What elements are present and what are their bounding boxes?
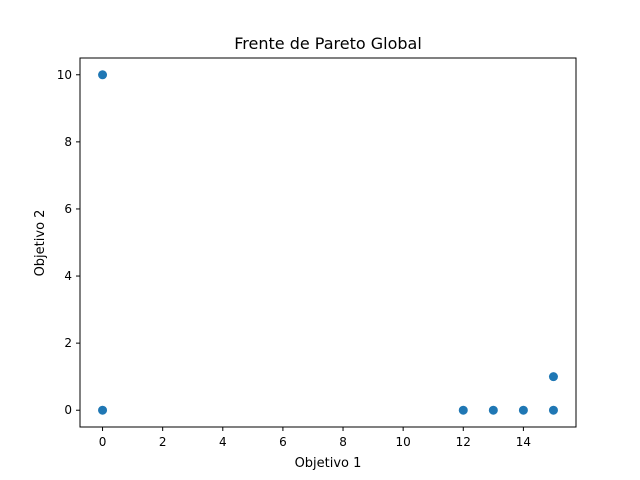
- x-tick-label: 12: [456, 435, 471, 449]
- x-tick-label: 4: [219, 435, 227, 449]
- y-tick-label: 10: [57, 68, 72, 82]
- x-tick-label: 0: [99, 435, 107, 449]
- data-point: [488, 405, 498, 415]
- x-tick-label: 2: [159, 435, 167, 449]
- plot-frame: [79, 57, 577, 428]
- y-tick-label: 0: [64, 403, 72, 417]
- x-tick-label: 14: [516, 435, 531, 449]
- data-point: [458, 405, 468, 415]
- x-tick-label: 6: [279, 435, 287, 449]
- data-point: [518, 405, 528, 415]
- y-tick-label: 4: [64, 269, 72, 283]
- data-point: [548, 405, 558, 415]
- x-tick-label: 8: [339, 435, 347, 449]
- y-tick-label: 8: [64, 135, 72, 149]
- data-point: [98, 70, 108, 80]
- data-point: [98, 405, 108, 415]
- y-tick-label: 6: [64, 202, 72, 216]
- x-tick-label: 10: [396, 435, 411, 449]
- chart-title: Frente de Pareto Global: [234, 34, 422, 53]
- plot-area: 0 2 4 6 8 10 12 14 0 2 4 6 8 10: [57, 68, 558, 449]
- y-tick-label: 2: [64, 336, 72, 350]
- y-axis-label: Objetivo 2: [33, 210, 48, 277]
- x-axis-label: Objetivo 1: [295, 456, 362, 471]
- data-point: [548, 372, 558, 382]
